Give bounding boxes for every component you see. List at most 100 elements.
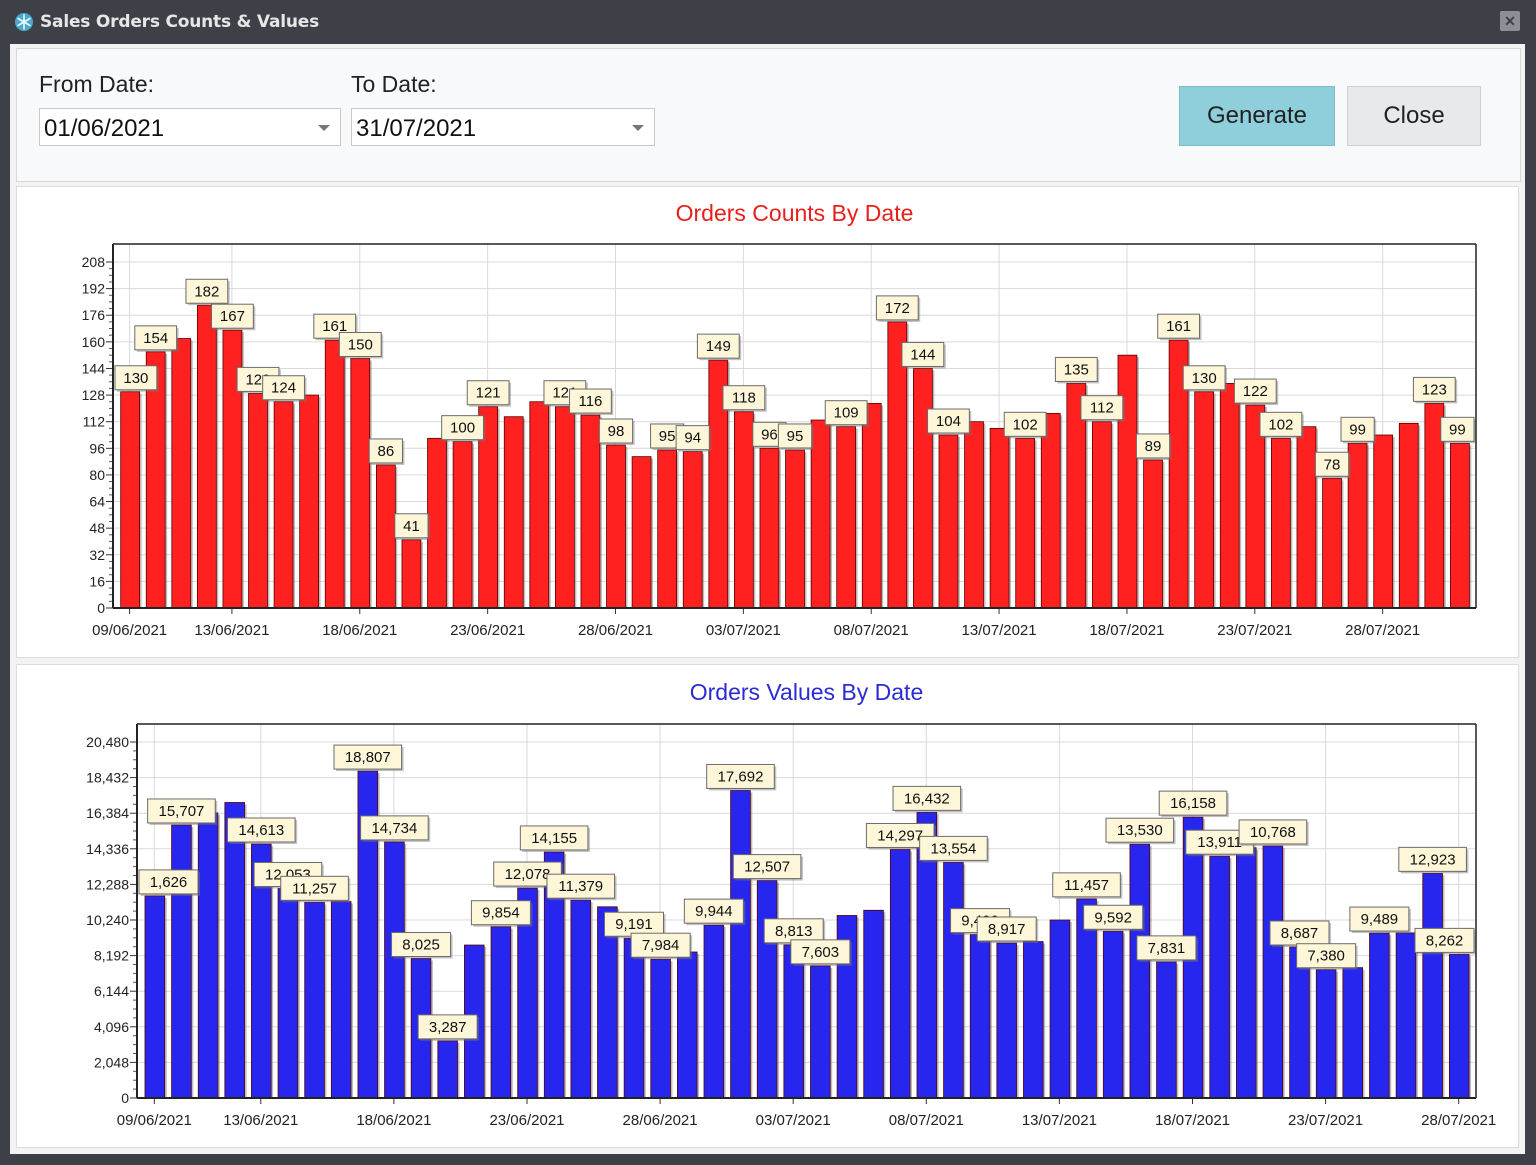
bar [785,449,805,609]
bar [703,924,725,1099]
data-label-box [790,939,851,965]
chevron-down-icon[interactable] [632,125,644,131]
bar [1236,847,1257,1099]
bar [810,965,831,1099]
data-label-box [185,278,229,304]
y-tick-label: 16 [89,573,105,589]
data-label-box [604,911,665,937]
bar [1194,391,1215,609]
bar [330,901,352,1099]
data-label: 7,603 [802,944,840,961]
data-label-box [1440,416,1475,442]
bar [756,880,778,1099]
data-label: 94 [684,430,701,447]
window-title: Sales Orders Counts & Values [40,12,320,32]
bar [224,802,245,1099]
data-label: 150 [348,336,373,353]
data-label-box [138,869,199,895]
data-label-box [927,408,970,434]
bar [375,464,396,609]
y-tick-label: 14,336 [86,841,129,857]
x-tick-label: 28/07/2021 [1345,622,1420,639]
y-tick-label: 48 [89,520,105,536]
close-button[interactable]: Close [1347,86,1481,146]
bar [861,402,882,609]
data-label-box [391,932,452,958]
bar [682,451,703,609]
x-tick-label: 28/06/2021 [623,1112,698,1129]
data-label: 95 [659,428,676,445]
data-label: 130 [123,370,148,387]
data-label: 8,687 [1281,925,1319,942]
data-label-box [1083,904,1144,930]
data-label: 182 [194,283,219,300]
bar [196,304,217,609]
data-label-box [1398,846,1467,872]
bar [304,901,325,1099]
bar [943,861,964,1099]
values-chart-panel: Orders Values By Date 0 2,048 4,096 6,144 8,1… [16,664,1519,1148]
window-close-icon[interactable]: ✕ [1500,11,1520,31]
data-label-box [1349,906,1410,932]
y-tick-label: 80 [89,467,105,483]
data-label-box [1052,872,1121,898]
x-tick-label: 28/06/2021 [578,622,653,639]
bar [1271,437,1291,609]
data-label-box [696,333,740,359]
bar [1219,383,1240,609]
data-label: 149 [706,338,731,355]
chevron-down-icon[interactable] [318,125,330,131]
y-tick-label: 4,096 [94,1019,129,1035]
to-date-picker[interactable]: 31/07/2021 [351,108,655,146]
y-tick-label: 64 [89,494,105,510]
bar [350,358,371,609]
data-label-box [360,815,429,841]
data-label: 109 [834,405,859,422]
data-label-box [630,932,691,958]
data-label: 89 [1145,438,1162,455]
data-label-box [1158,790,1228,816]
y-tick-label: 192 [82,281,106,297]
data-label-box [1105,817,1175,843]
generate-button[interactable]: Generate [1179,86,1335,146]
data-label-box [394,513,429,539]
bar [1156,961,1177,1099]
y-tick-label: 2,048 [94,1054,129,1070]
data-label: 8,917 [988,921,1026,938]
y-tick-label: 20,480 [86,734,129,750]
x-tick-label: 23/07/2021 [1288,1112,1363,1129]
data-label: 135 [1064,361,1089,378]
data-label: 8,262 [1426,932,1464,949]
data-label-box [675,425,710,451]
bar [1209,855,1230,1099]
data-label: 154 [143,330,168,347]
data-label: 11,257 [292,880,337,897]
bar [144,895,166,1099]
bar [650,958,671,1099]
data-label: 12,507 [744,859,790,876]
data-label-box [1412,376,1456,402]
bar [1422,872,1443,1099]
data-label: 172 [885,300,910,317]
data-label-box [722,385,766,411]
data-label: 9,489 [1361,911,1399,928]
data-label: 14,155 [531,830,577,847]
bar [1040,412,1061,609]
data-label-box [333,744,403,770]
chart-title: Orders Counts By Date [676,200,914,226]
from-date-picker[interactable]: 01/06/2021 [39,108,341,146]
data-label-box [1269,920,1330,946]
data-label: 17,692 [718,768,764,785]
bar [277,888,299,1099]
data-label: 10,768 [1250,824,1296,841]
window-client: From Date: 01/06/2021 To Date: 31/07/202… [10,44,1525,1154]
data-label-box [1136,935,1197,961]
y-tick-label: 96 [89,440,105,456]
bar [913,368,933,609]
bar [623,937,645,1099]
data-label: 9,592 [1094,909,1132,926]
bar [273,401,294,609]
y-tick-label: 176 [82,307,106,323]
data-label-box [262,375,305,401]
data-label: 16,158 [1170,795,1216,812]
